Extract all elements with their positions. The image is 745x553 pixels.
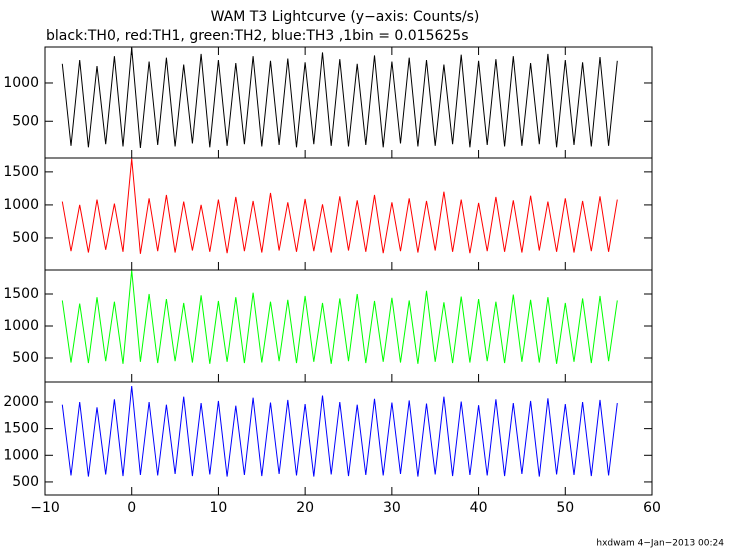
y-tick-label: 1500 [3, 421, 39, 437]
x-tick-label: 50 [556, 500, 574, 516]
y-tick-label: 2000 [3, 394, 39, 410]
x-tick-label: 60 [643, 500, 661, 516]
chart-title: WAM T3 Lightcurve (y−axis: Counts/s) [211, 9, 480, 25]
panel-frame [44, 381, 653, 496]
x-tick-label: 40 [470, 500, 488, 516]
y-tick-label: 1000 [3, 75, 39, 91]
chart-subtitle: black:TH0, red:TH1, green:TH2, blue:TH3 … [46, 28, 469, 44]
y-tick-label: 1000 [3, 447, 39, 463]
y-tick-label: 500 [12, 350, 39, 366]
x-tick-label: 10 [210, 500, 228, 516]
lightcurve [61, 158, 618, 254]
y-tick-label: 1500 [3, 164, 39, 180]
y-tick-label: 1500 [3, 286, 39, 302]
x-tick-label: 20 [296, 500, 314, 516]
panel-frame [44, 157, 653, 271]
x-tick-label: 30 [383, 500, 401, 516]
panel-frame [44, 269, 653, 383]
lightcurve [61, 270, 618, 364]
x-tick-label: −10 [30, 500, 60, 516]
y-tick-label: 1000 [3, 197, 39, 213]
footer: hxdwam 4−Jan−2013 00:24 [596, 539, 724, 549]
x-tick-label: 0 [127, 500, 136, 516]
y-tick-label: 500 [12, 474, 39, 490]
y-tick-label: 1000 [3, 318, 39, 334]
lightcurve [61, 385, 618, 477]
y-tick-label: 500 [12, 230, 39, 246]
lightcurve [61, 47, 618, 149]
y-tick-label: 500 [12, 113, 39, 129]
